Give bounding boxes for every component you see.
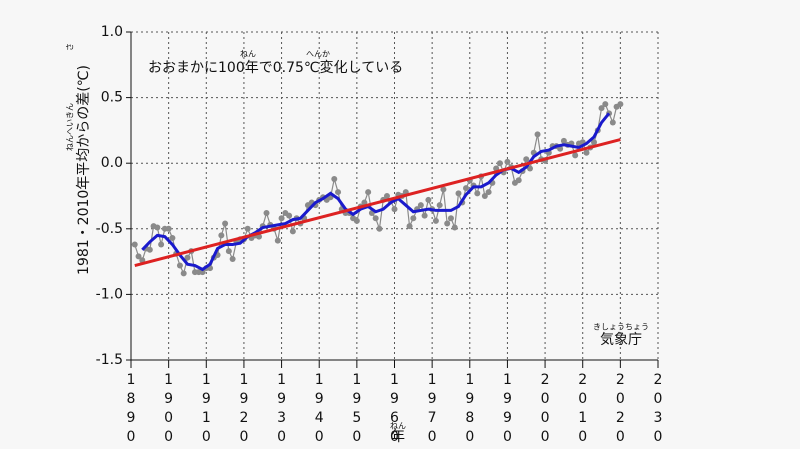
data-point [481, 193, 488, 199]
data-point [425, 196, 432, 203]
data-point [335, 189, 342, 196]
x-tick-label: 1960 [387, 372, 403, 448]
x-tick-label: 1970 [424, 372, 440, 448]
data-point [158, 241, 165, 248]
x-tick-label: 1910 [198, 372, 214, 448]
series-line [134, 138, 621, 267]
data-point [146, 246, 153, 253]
data-point [496, 160, 503, 167]
data-point [602, 101, 609, 108]
data-point [135, 253, 142, 260]
x-tick-label: 2030 [650, 372, 666, 448]
x-tick-label: 2020 [612, 372, 628, 448]
data-point [365, 189, 372, 196]
data-point [180, 270, 187, 277]
data-point [199, 269, 206, 276]
x-tick-label: 1950 [349, 372, 365, 448]
data-point [485, 189, 492, 196]
data-point [572, 152, 579, 159]
x-tick-label: 1920 [236, 372, 252, 448]
data-point [436, 202, 443, 209]
data-point [515, 177, 522, 184]
data-point [617, 101, 624, 108]
source: 気象庁 [600, 332, 642, 348]
series-line [141, 112, 611, 272]
x-tick-label: 1980 [462, 372, 478, 448]
data-point [527, 165, 534, 172]
y-tick-label: -1.0 [96, 286, 123, 302]
data-point [523, 156, 530, 163]
data-point [391, 206, 398, 213]
annotation: おおまかに100年で0.75℃変化している [148, 59, 403, 76]
data-point [286, 212, 293, 219]
y-tick-label: 0.0 [101, 155, 123, 171]
y-axis-label: 1981・2010年平均からの差(℃) [76, 65, 92, 275]
data-point [244, 225, 251, 232]
x-label-ruby: ねん [390, 422, 406, 431]
x-tick-label: 1890 [123, 372, 139, 448]
data-point [455, 190, 462, 197]
y-tick-label: 0.5 [101, 90, 123, 106]
data-point [504, 158, 511, 165]
data-point [417, 202, 424, 209]
y-tick-label: -0.5 [96, 221, 123, 237]
data-point [154, 224, 161, 231]
data-point [184, 254, 191, 261]
data-point [421, 212, 428, 219]
data-point [432, 217, 439, 224]
x-tick-label: 2010 [575, 372, 591, 448]
data-point [440, 186, 447, 193]
y-tick-label: 1.0 [101, 24, 123, 40]
source-ruby: きしょうちょう [593, 323, 649, 332]
data-point [383, 193, 390, 199]
x-tick-label: 2000 [537, 372, 553, 448]
data-point [534, 131, 541, 138]
data-point [225, 248, 232, 255]
data-point [560, 137, 567, 144]
data-point [165, 225, 172, 232]
data-point [289, 228, 296, 235]
annotation-ruby: ねん [240, 50, 256, 59]
data-point [331, 175, 338, 182]
y-label-ruby: ねんへいきん [66, 103, 75, 151]
data-point [463, 185, 470, 192]
data-point [410, 215, 417, 222]
data-point [218, 232, 225, 239]
data-point [353, 217, 360, 224]
data-point [263, 210, 270, 217]
data-point [278, 215, 285, 222]
data-point [447, 215, 454, 222]
data-point [451, 224, 458, 231]
data-point [229, 255, 236, 262]
data-point [406, 223, 413, 230]
x-axis-label: 年 [391, 429, 405, 445]
data-point [274, 237, 281, 244]
x-tick-label: 1990 [499, 372, 515, 448]
annotation-ruby: へんか [306, 50, 330, 59]
data-point [598, 105, 605, 112]
data-point [372, 215, 379, 222]
data-point [444, 220, 451, 227]
data-point [176, 262, 183, 269]
data-point [222, 220, 229, 227]
x-tick-label: 1900 [161, 372, 177, 448]
data-point [131, 241, 138, 248]
data-point [583, 149, 590, 156]
data-point [474, 190, 481, 197]
data-point [169, 234, 176, 241]
y-tick-label: -1.5 [96, 352, 123, 368]
x-tick-label: 1930 [274, 372, 290, 448]
data-point [609, 119, 616, 126]
data-point [591, 139, 598, 146]
y-label-ruby: さ [66, 43, 75, 51]
data-point [376, 225, 383, 232]
x-tick-label: 1940 [311, 372, 327, 448]
